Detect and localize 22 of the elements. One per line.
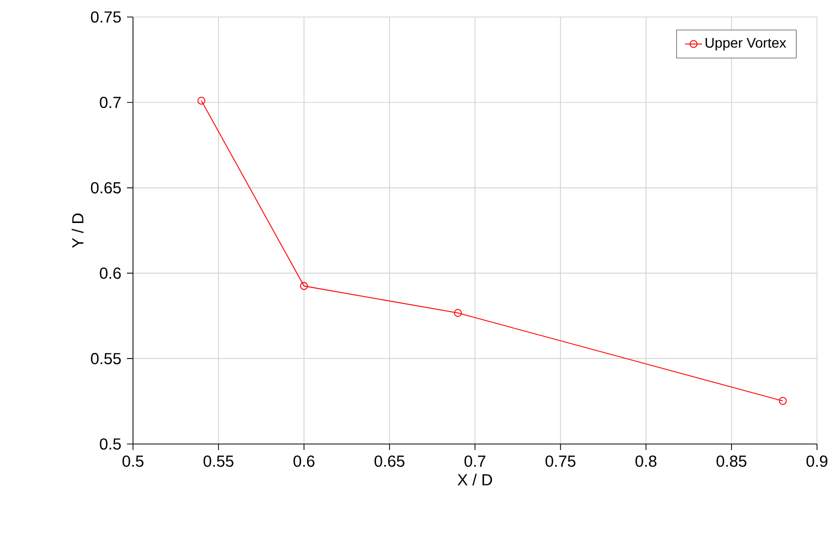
y-tick-label: 0.7 [100,96,121,108]
x-axis-title: X / D [458,474,492,486]
x-tick-label: 0.55 [204,456,234,467]
point [454,309,462,317]
point [300,282,308,290]
point [197,96,206,105]
x-tick-label: 0.8 [636,456,656,467]
x-tick-label: 0.65 [374,456,404,467]
y-tick-label: 0.6 [100,268,121,279]
x-tick-label: 0.9 [806,456,828,467]
x-tick-label: 0.7 [464,456,486,467]
x-tick-label: 0.85 [716,456,746,467]
y-tick-label: 0.55 [90,352,121,364]
y-axis-title: Y / D [72,213,84,248]
y-tick-label: 0.75 [90,11,121,23]
y-tick-label: 0.65 [90,182,121,194]
x-tick-label: 0.75 [546,456,576,467]
y-tick-label: 0.5 [100,438,121,450]
point [778,396,787,405]
x-tick-label: 0.5 [122,456,144,467]
legend-label: Upper Vortex [706,38,786,51]
x-tick-label: 0.6 [294,456,314,467]
